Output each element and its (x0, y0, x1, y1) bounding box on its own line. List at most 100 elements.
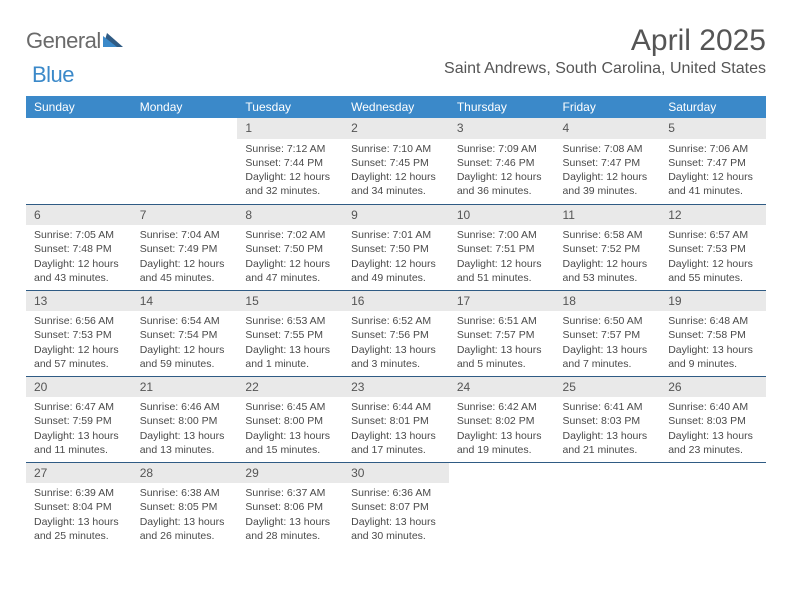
day-number: 29 (237, 463, 343, 484)
calendar-cell: 16Sunrise: 6:52 AMSunset: 7:56 PMDayligh… (343, 290, 449, 376)
day-number: 11 (555, 205, 661, 226)
calendar-cell: 1Sunrise: 7:12 AMSunset: 7:44 PMDaylight… (237, 118, 343, 204)
day-number: 21 (132, 377, 238, 398)
day-details: Sunrise: 7:08 AMSunset: 7:47 PMDaylight:… (555, 139, 661, 203)
day-details: Sunrise: 7:09 AMSunset: 7:46 PMDaylight:… (449, 139, 555, 203)
calendar-cell: 5Sunrise: 7:06 AMSunset: 7:47 PMDaylight… (660, 118, 766, 204)
day-details: Sunrise: 7:04 AMSunset: 7:49 PMDaylight:… (132, 225, 238, 289)
calendar-cell: 23Sunrise: 6:44 AMSunset: 8:01 PMDayligh… (343, 376, 449, 462)
calendar-cell: 22Sunrise: 6:45 AMSunset: 8:00 PMDayligh… (237, 376, 343, 462)
day-number: 18 (555, 291, 661, 312)
day-number: 9 (343, 205, 449, 226)
logo-word1: General (26, 28, 101, 54)
day-number: 20 (26, 377, 132, 398)
day-details: Sunrise: 7:06 AMSunset: 7:47 PMDaylight:… (660, 139, 766, 203)
day-details: Sunrise: 7:10 AMSunset: 7:45 PMDaylight:… (343, 139, 449, 203)
day-number: 28 (132, 463, 238, 484)
calendar-cell: 7Sunrise: 7:04 AMSunset: 7:49 PMDaylight… (132, 204, 238, 290)
day-details: Sunrise: 6:51 AMSunset: 7:57 PMDaylight:… (449, 311, 555, 375)
day-details: Sunrise: 6:45 AMSunset: 8:00 PMDaylight:… (237, 397, 343, 461)
day-number: 27 (26, 463, 132, 484)
day-details: Sunrise: 6:42 AMSunset: 8:02 PMDaylight:… (449, 397, 555, 461)
weekday-header-row: SundayMondayTuesdayWednesdayThursdayFrid… (26, 96, 766, 118)
day-details: Sunrise: 6:37 AMSunset: 8:06 PMDaylight:… (237, 483, 343, 547)
calendar-cell: 25Sunrise: 6:41 AMSunset: 8:03 PMDayligh… (555, 376, 661, 462)
day-number: 22 (237, 377, 343, 398)
calendar-cell-empty (449, 462, 555, 548)
day-details: Sunrise: 6:47 AMSunset: 7:59 PMDaylight:… (26, 397, 132, 461)
calendar-cell-empty (555, 462, 661, 548)
day-number: 15 (237, 291, 343, 312)
calendar-cell-empty (660, 462, 766, 548)
day-details: Sunrise: 6:36 AMSunset: 8:07 PMDaylight:… (343, 483, 449, 547)
day-number: 2 (343, 118, 449, 139)
weekday-header: Thursday (449, 96, 555, 118)
calendar-cell: 26Sunrise: 6:40 AMSunset: 8:03 PMDayligh… (660, 376, 766, 462)
calendar-cell: 28Sunrise: 6:38 AMSunset: 8:05 PMDayligh… (132, 462, 238, 548)
calendar-row: 27Sunrise: 6:39 AMSunset: 8:04 PMDayligh… (26, 462, 766, 548)
day-details: Sunrise: 6:58 AMSunset: 7:52 PMDaylight:… (555, 225, 661, 289)
calendar-cell: 20Sunrise: 6:47 AMSunset: 7:59 PMDayligh… (26, 376, 132, 462)
calendar-cell: 29Sunrise: 6:37 AMSunset: 8:06 PMDayligh… (237, 462, 343, 548)
day-number: 13 (26, 291, 132, 312)
day-details: Sunrise: 6:57 AMSunset: 7:53 PMDaylight:… (660, 225, 766, 289)
day-details: Sunrise: 7:12 AMSunset: 7:44 PMDaylight:… (237, 139, 343, 203)
day-number: 24 (449, 377, 555, 398)
logo-triangle-icon (103, 31, 123, 52)
weekday-header: Saturday (660, 96, 766, 118)
day-details: Sunrise: 6:39 AMSunset: 8:04 PMDaylight:… (26, 483, 132, 547)
day-details: Sunrise: 6:56 AMSunset: 7:53 PMDaylight:… (26, 311, 132, 375)
calendar-cell: 30Sunrise: 6:36 AMSunset: 8:07 PMDayligh… (343, 462, 449, 548)
logo-word2: Blue (32, 62, 74, 87)
calendar-cell: 19Sunrise: 6:48 AMSunset: 7:58 PMDayligh… (660, 290, 766, 376)
day-details: Sunrise: 6:41 AMSunset: 8:03 PMDaylight:… (555, 397, 661, 461)
calendar-cell: 11Sunrise: 6:58 AMSunset: 7:52 PMDayligh… (555, 204, 661, 290)
day-details: Sunrise: 6:48 AMSunset: 7:58 PMDaylight:… (660, 311, 766, 375)
calendar-body: 1Sunrise: 7:12 AMSunset: 7:44 PMDaylight… (26, 118, 766, 548)
calendar-row: 1Sunrise: 7:12 AMSunset: 7:44 PMDaylight… (26, 118, 766, 204)
day-details: Sunrise: 7:02 AMSunset: 7:50 PMDaylight:… (237, 225, 343, 289)
day-number: 30 (343, 463, 449, 484)
day-number: 10 (449, 205, 555, 226)
day-number: 19 (660, 291, 766, 312)
day-details: Sunrise: 6:46 AMSunset: 8:00 PMDaylight:… (132, 397, 238, 461)
calendar-cell: 3Sunrise: 7:09 AMSunset: 7:46 PMDaylight… (449, 118, 555, 204)
day-number: 4 (555, 118, 661, 139)
calendar-cell: 15Sunrise: 6:53 AMSunset: 7:55 PMDayligh… (237, 290, 343, 376)
calendar-cell: 17Sunrise: 6:51 AMSunset: 7:57 PMDayligh… (449, 290, 555, 376)
calendar-cell: 13Sunrise: 6:56 AMSunset: 7:53 PMDayligh… (26, 290, 132, 376)
month-title: April 2025 (444, 24, 766, 58)
calendar-cell: 9Sunrise: 7:01 AMSunset: 7:50 PMDaylight… (343, 204, 449, 290)
calendar-cell: 24Sunrise: 6:42 AMSunset: 8:02 PMDayligh… (449, 376, 555, 462)
day-number: 26 (660, 377, 766, 398)
day-number: 5 (660, 118, 766, 139)
day-details: Sunrise: 7:01 AMSunset: 7:50 PMDaylight:… (343, 225, 449, 289)
day-number: 16 (343, 291, 449, 312)
calendar-row: 6Sunrise: 7:05 AMSunset: 7:48 PMDaylight… (26, 204, 766, 290)
day-number: 12 (660, 205, 766, 226)
calendar-cell: 14Sunrise: 6:54 AMSunset: 7:54 PMDayligh… (132, 290, 238, 376)
title-block: April 2025 Saint Andrews, South Carolina… (444, 24, 766, 78)
calendar-row: 13Sunrise: 6:56 AMSunset: 7:53 PMDayligh… (26, 290, 766, 376)
day-details: Sunrise: 6:50 AMSunset: 7:57 PMDaylight:… (555, 311, 661, 375)
weekday-header: Monday (132, 96, 238, 118)
day-number: 7 (132, 205, 238, 226)
weekday-header: Friday (555, 96, 661, 118)
calendar-cell: 21Sunrise: 6:46 AMSunset: 8:00 PMDayligh… (132, 376, 238, 462)
location: Saint Andrews, South Carolina, United St… (444, 60, 766, 78)
day-number: 14 (132, 291, 238, 312)
calendar-row: 20Sunrise: 6:47 AMSunset: 7:59 PMDayligh… (26, 376, 766, 462)
calendar-cell: 4Sunrise: 7:08 AMSunset: 7:47 PMDaylight… (555, 118, 661, 204)
calendar-cell: 2Sunrise: 7:10 AMSunset: 7:45 PMDaylight… (343, 118, 449, 204)
day-number: 8 (237, 205, 343, 226)
day-details: Sunrise: 6:52 AMSunset: 7:56 PMDaylight:… (343, 311, 449, 375)
day-number: 23 (343, 377, 449, 398)
calendar-cell: 8Sunrise: 7:02 AMSunset: 7:50 PMDaylight… (237, 204, 343, 290)
day-details: Sunrise: 7:05 AMSunset: 7:48 PMDaylight:… (26, 225, 132, 289)
day-number: 6 (26, 205, 132, 226)
calendar-cell: 12Sunrise: 6:57 AMSunset: 7:53 PMDayligh… (660, 204, 766, 290)
day-number: 25 (555, 377, 661, 398)
calendar-cell-empty (132, 118, 238, 204)
weekday-header: Tuesday (237, 96, 343, 118)
weekday-header: Wednesday (343, 96, 449, 118)
